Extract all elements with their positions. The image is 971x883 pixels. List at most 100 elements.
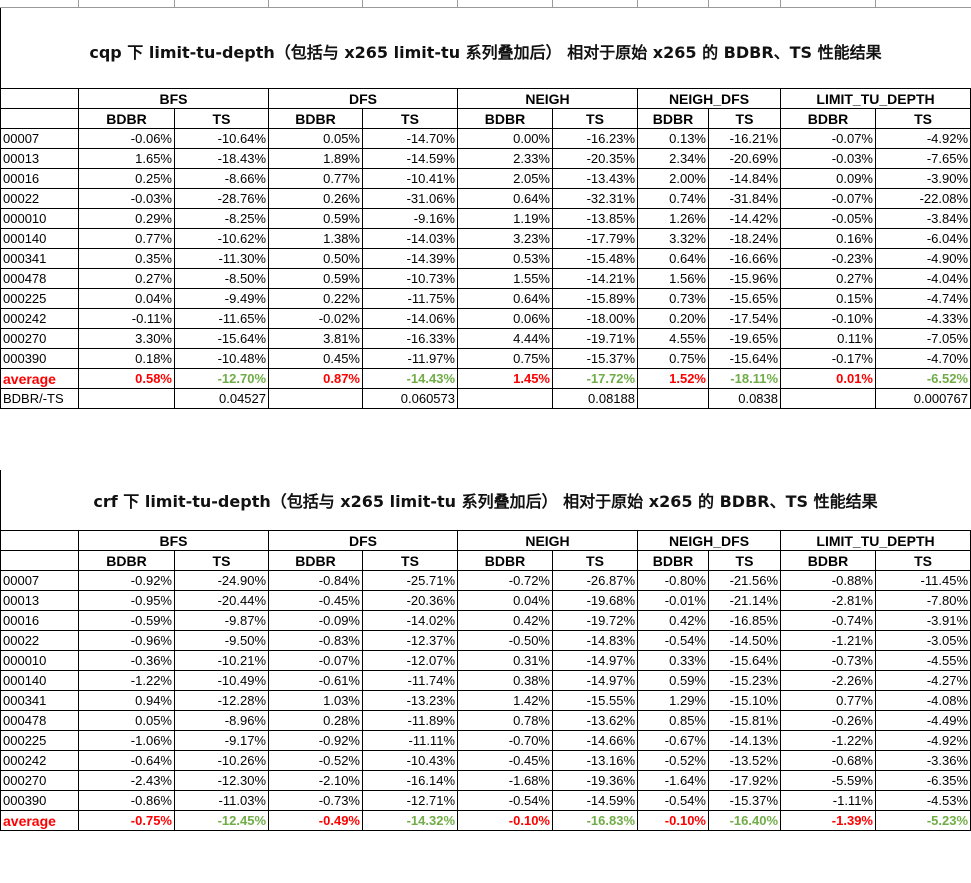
value-cell: -15.64%: [174, 328, 269, 349]
metric-header-bdbr: BDBR: [457, 108, 553, 129]
value-cell: 3.32%: [637, 228, 709, 249]
value-cell: 0.11%: [780, 328, 876, 349]
value-cell: 0.38%: [457, 670, 553, 691]
value-cell: -15.65%: [708, 288, 781, 309]
value-cell: -21.14%: [708, 590, 781, 611]
value-cell: 0.75%: [637, 348, 709, 369]
row-id: 000390: [0, 348, 79, 369]
value-cell: 0.77%: [78, 228, 175, 249]
average-bdbr: 0.58%: [78, 368, 175, 389]
value-cell: -0.07%: [780, 128, 876, 149]
value-cell: -10.49%: [174, 670, 269, 691]
table-row: 00022 -0.96% -9.50% -0.83% -12.37% -0.50% -14.…: [0, 630, 971, 651]
value-cell: -19.68%: [552, 590, 638, 611]
row-id: 000140: [0, 228, 79, 249]
value-cell: -0.17%: [780, 348, 876, 369]
table-row: 000140 -1.22% -10.49% -0.61% -11.74% 0.38% -14…: [0, 670, 971, 691]
table-row: 00016 -0.59% -9.87% -0.09% -14.02% 0.42% -19.7…: [0, 610, 971, 631]
value-cell: 0.05%: [268, 128, 363, 149]
row-id: 00007: [0, 128, 79, 149]
value-cell: 3.81%: [268, 328, 363, 349]
value-cell: -15.10%: [708, 690, 781, 711]
metric-header-bdbr: BDBR: [268, 108, 363, 129]
value-cell: 1.19%: [457, 208, 553, 229]
value-cell: -14.02%: [362, 610, 458, 631]
row-id: 000478: [0, 268, 79, 289]
section1-title-frame: [0, 8, 971, 88]
value-cell: -15.64%: [708, 348, 781, 369]
value-cell: -14.21%: [552, 268, 638, 289]
value-cell: 0.42%: [637, 610, 709, 631]
group-header-bfs: BFS: [78, 88, 269, 109]
value-cell: -19.36%: [552, 770, 638, 791]
value-cell: -15.37%: [552, 348, 638, 369]
value-cell: -9.87%: [174, 610, 269, 631]
row-id: 000270: [0, 770, 79, 791]
value-cell: -0.36%: [78, 650, 175, 671]
table-row: 000390 0.18% -10.48% 0.45% -11.97% 0.75% -15.3…: [0, 348, 971, 369]
value-cell: 0.06%: [457, 308, 553, 329]
ratio-label: BDBR/-TS: [0, 388, 79, 409]
value-cell: 0.16%: [780, 228, 876, 249]
ratio-value: 0.060573: [362, 388, 458, 409]
group-header-neigh-dfs: NEIGH_DFS: [637, 88, 781, 109]
value-cell: -15.23%: [708, 670, 781, 691]
value-cell: -4.92%: [874, 730, 971, 751]
value-cell: -0.52%: [268, 750, 363, 771]
value-cell: 0.75%: [457, 348, 553, 369]
average-ts: -18.11%: [708, 368, 781, 389]
ratio-empty: [780, 388, 876, 409]
average-row: average -0.75% -12.45% -0.49% -14.32% -0.10% -…: [0, 810, 971, 831]
value-cell: -3.90%: [874, 168, 971, 189]
value-cell: 0.26%: [268, 188, 363, 209]
value-cell: -18.00%: [552, 308, 638, 329]
value-cell: -0.74%: [780, 610, 876, 631]
value-cell: -4.33%: [874, 308, 971, 329]
value-cell: -17.54%: [708, 308, 781, 329]
value-cell: -0.67%: [637, 730, 709, 751]
ratio-value: 0.0838: [708, 388, 781, 409]
average-ts: -17.72%: [552, 368, 638, 389]
value-cell: 0.77%: [268, 168, 363, 189]
corner-cell: [0, 108, 79, 129]
table-row: 000010 -0.36% -10.21% -0.07% -12.07% 0.31% -14…: [0, 650, 971, 671]
value-cell: -14.97%: [552, 670, 638, 691]
value-cell: -15.89%: [552, 288, 638, 309]
average-ts: -12.70%: [174, 368, 269, 389]
value-cell: -10.64%: [174, 128, 269, 149]
value-cell: 0.94%: [78, 690, 175, 711]
value-cell: -0.03%: [78, 188, 175, 209]
value-cell: -14.70%: [362, 128, 458, 149]
table-row: 000341 0.35% -11.30% 0.50% -14.39% 0.53% -15.4…: [0, 248, 971, 269]
metric-header-bdbr: BDBR: [268, 550, 363, 571]
average-label: average: [0, 368, 79, 389]
value-cell: -11.45%: [874, 570, 971, 591]
table-row: 000478 0.27% -8.50% 0.59% -10.73% 1.55% -14.21…: [0, 268, 971, 289]
value-cell: -1.64%: [637, 770, 709, 791]
average-bdbr: 0.01%: [780, 368, 876, 389]
value-cell: -15.37%: [708, 790, 781, 811]
value-cell: -0.11%: [78, 308, 175, 329]
value-cell: -31.06%: [362, 188, 458, 209]
value-cell: -0.52%: [637, 750, 709, 771]
value-cell: -11.75%: [362, 288, 458, 309]
value-cell: -0.96%: [78, 630, 175, 651]
row-id: 00013: [0, 590, 79, 611]
group-header-limit-tu-depth: LIMIT_TU_DEPTH: [779, 530, 971, 551]
value-cell: 1.29%: [637, 690, 709, 711]
table-row: 000242 -0.11% -11.65% -0.02% -14.06% 0.06% -18…: [0, 308, 971, 329]
value-cell: -14.13%: [708, 730, 781, 751]
value-cell: -26.87%: [552, 570, 638, 591]
value-cell: -21.56%: [708, 570, 781, 591]
value-cell: -2.10%: [268, 770, 363, 791]
value-cell: -15.81%: [708, 710, 781, 731]
table-row: 000225 0.04% -9.49% 0.22% -11.75% 0.64% -15.89…: [0, 288, 971, 309]
value-cell: -1.68%: [457, 770, 553, 791]
value-cell: -0.02%: [268, 308, 363, 329]
value-cell: -13.23%: [362, 690, 458, 711]
metric-header-ts: TS: [174, 550, 269, 571]
value-cell: -8.66%: [174, 168, 269, 189]
group-header-neigh: NEIGH: [457, 88, 638, 109]
value-cell: -13.43%: [552, 168, 638, 189]
value-cell: -11.03%: [174, 790, 269, 811]
